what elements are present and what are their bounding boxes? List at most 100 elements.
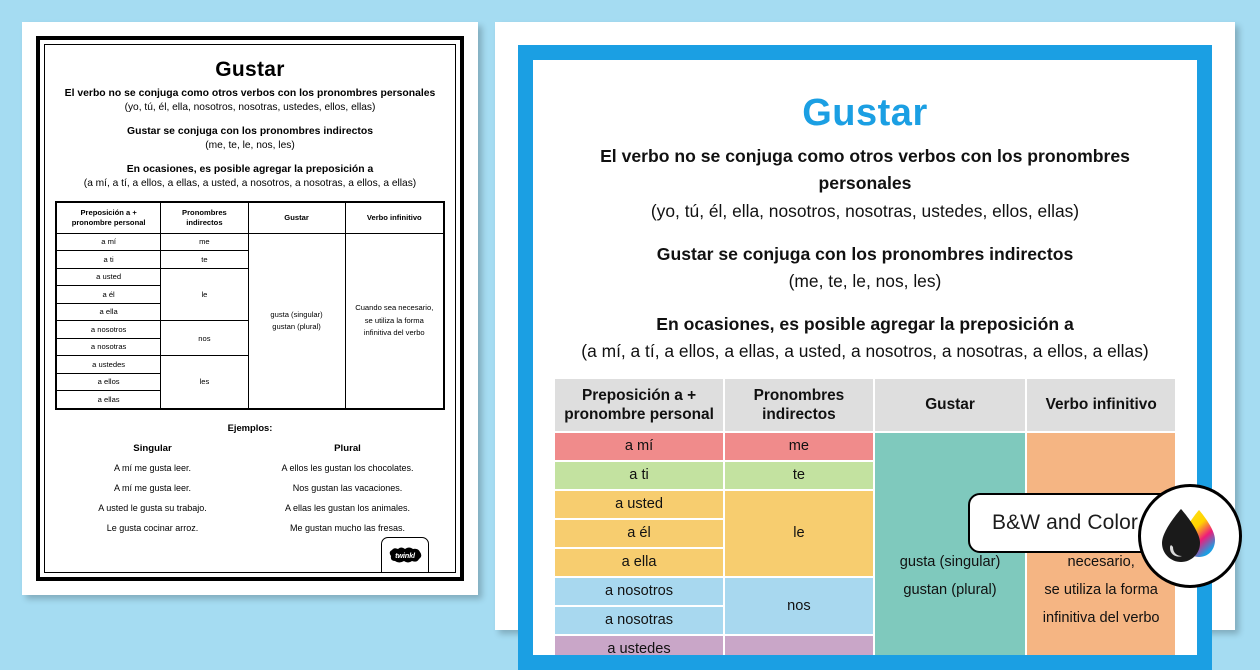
gustar-line-1: gusta (singular) <box>899 554 1001 571</box>
prep-cell: a él <box>555 519 724 547</box>
intro-line-2: (yo, tú, él, ella, nosotros, nosotras, u… <box>650 200 1080 221</box>
bw-singular-example: A mí me gusta leer. <box>113 462 192 473</box>
pron-cell: te <box>725 461 873 489</box>
bw-verbo-line-1: Cuando sea necesario, <box>355 303 434 313</box>
bw-header-gustar: Gustar <box>247 201 346 234</box>
bw-verbo-cell: Cuando sea necesario, se utiliza la form… <box>344 232 445 410</box>
intro-line-6: (a mí, a tí, a ellos, a ellas, a usted, … <box>581 341 1149 361</box>
header-pronombres: Pronombres indirectos <box>725 378 873 431</box>
bw-outer-border: Gustar El verbo no se conjuga como otros… <box>36 36 464 581</box>
prep-cell: a ti <box>555 461 724 489</box>
ink-drop-icon <box>1138 484 1242 588</box>
bw-singular-heading: Singular <box>133 442 172 454</box>
pron-cell: me <box>725 432 873 460</box>
color-content-area: Gustar El verbo no se conjuga como otros… <box>533 60 1197 670</box>
table-row: a nosotros nos <box>55 320 444 357</box>
bw-conjugation-table: Preposición a + pronombre personal Prono… <box>55 200 445 410</box>
bw-header-preposicion: Preposición a + pronombre personal <box>55 201 162 234</box>
table-row: a usted le <box>55 267 444 322</box>
table-row: a nosotros nos <box>555 577 1175 634</box>
conjugation-table: Preposición a + pronombre personal Prono… <box>553 377 1177 670</box>
table-row: a ti te <box>555 461 1175 489</box>
bw-prep-cell: a usted <box>55 267 162 287</box>
bw-inner-border: Gustar El verbo no se conjuga como otros… <box>44 44 456 573</box>
bw-page-title: Gustar <box>215 58 285 81</box>
bw-gustar-line-1: gusta (singular) <box>270 310 323 320</box>
bw-header-preposicion-l2: pronombre personal <box>71 217 146 227</box>
table-row: a nosotras <box>555 606 1175 634</box>
prep-cell: a ustedes <box>555 635 724 655</box>
bw-header-pronombres-l2: indirectos <box>186 217 223 227</box>
bw-prep-cell: a nosotras <box>55 337 162 357</box>
header-preposicion-l2: pronombre personal <box>564 405 714 423</box>
bw-verbo-line-2: se utiliza la forma <box>364 315 424 325</box>
verbo-line-2: se utiliza la forma <box>1044 581 1158 598</box>
spacer-1 <box>553 225 1177 241</box>
bw-prep-cell: a mí <box>55 232 162 252</box>
intro-line-1: El verbo no se conjuga como otros verbos… <box>600 146 1130 194</box>
bw-plural-example: Me gustan mucho las fresas. <box>289 522 406 533</box>
color-worksheet-sheet[interactable]: Gustar El verbo no se conjuga como otros… <box>495 22 1235 670</box>
twinkl-logo-badge: twinkl <box>381 537 429 572</box>
bw-plural-example: A ellos les gustan los chocolates. <box>281 462 414 473</box>
bw-singular-example: Le gusta cocinar arroz. <box>106 522 199 533</box>
header-pronombres-l1: Pronombres <box>753 386 845 404</box>
bw-prep-cell: a ellas <box>55 390 162 410</box>
bw-intro-line-1: El verbo no se conjuga como otros verbos… <box>64 88 436 99</box>
bw-verbo-line-3: infinitiva del verbo <box>363 327 425 337</box>
bw-prep-cell: a nosotros <box>55 320 162 339</box>
table-header-row: Preposición a + pronombre personal Prono… <box>555 378 1175 431</box>
twinkl-logo-icon: twinkl <box>387 547 423 564</box>
bw-header-preposicion-l1: Preposición a + <box>80 208 137 218</box>
prep-cell: a ellos <box>555 665 723 670</box>
bw-header-pronombres-l1: Pronombres <box>182 208 227 218</box>
bw-intro-line-5: En ocasiones, es posible agregar la prep… <box>126 163 374 175</box>
twinkl-blob-shape <box>389 547 422 562</box>
bw-intro-line-4: (me, te, le, nos, les) <box>205 139 295 151</box>
bw-singular-example: A mí me gusta leer. <box>113 482 192 493</box>
bw-pron-cell: te <box>160 250 249 269</box>
pron-cell: les <box>725 635 873 655</box>
spacer-2 <box>553 295 1177 311</box>
bw-examples-heading: Ejemplos: <box>227 421 273 433</box>
table-row: a mí me gusta (singular) gustan (plural)… <box>55 232 445 410</box>
bw-intro-line-6: (a mí, a tí, a ellos, a ellas, a usted, … <box>83 177 417 189</box>
bw-pron-cell: le <box>160 267 249 322</box>
bw-prep-cell: a ellos <box>55 372 162 392</box>
pron-cell: le <box>725 490 873 576</box>
bw-examples-wrapper: Singular A mí me gusta leer. A mí me gus… <box>55 443 445 543</box>
bw-pron-cell: me <box>160 232 249 252</box>
intro-line-3: Gustar se conjuga con los pronombres ind… <box>656 243 1074 264</box>
table-row: a usted le <box>555 490 1175 576</box>
bw-and-color-label: B&W and Color <box>992 511 1139 534</box>
bw-intro-line-3: Gustar se conjuga con los pronombres ind… <box>127 125 373 137</box>
page-title: Gustar <box>802 92 928 134</box>
bw-plural-example: A ellas les gustan los animales. <box>284 502 411 513</box>
header-verbo: Verbo infinitivo <box>1027 378 1175 431</box>
prep-cell: a nosotros <box>555 577 724 605</box>
table-row: a ti te <box>55 250 444 269</box>
bw-header-pronombres: Pronombres indirectos <box>160 201 249 234</box>
bw-plural-heading: Plural <box>334 442 361 454</box>
bw-examples-plural-column: Plural A ellos les gustan los chocolates… <box>250 443 445 543</box>
pron-cell: nos <box>725 577 873 634</box>
header-preposicion-l1: Preposición a + <box>581 386 697 404</box>
verbo-line-3: infinitiva del verbo <box>1042 609 1160 626</box>
bw-prep-cell: a ella <box>55 302 162 322</box>
bw-table-header-row: Preposición a + pronombre personal Prono… <box>55 201 445 234</box>
bw-worksheet-sheet[interactable]: Gustar El verbo no se conjuga como otros… <box>22 22 478 595</box>
table-row: a mí me gusta (singular) gustan (plural)… <box>555 432 1175 655</box>
bw-pron-cell: nos <box>160 320 249 357</box>
bw-prep-cell: a él <box>55 285 162 304</box>
color-blue-frame: Gustar El verbo no se conjuga como otros… <box>518 45 1212 670</box>
table-row: a ustedes les <box>55 355 444 410</box>
bw-examples-singular-column: Singular A mí me gusta leer. A mí me gus… <box>55 443 250 543</box>
header-gustar: Gustar <box>874 378 1026 431</box>
prep-cell: a nosotras <box>555 606 724 634</box>
intro-line-5: En ocasiones, es posible agregar la prep… <box>656 313 1074 334</box>
twinkl-logo-text: twinkl <box>395 550 415 560</box>
prep-cell: a mí <box>555 432 724 460</box>
bw-header-verbo: Verbo infinitivo <box>344 201 445 234</box>
header-pronombres-l2: indirectos <box>762 405 836 423</box>
intro-line-4: (me, te, le, nos, les) <box>788 270 942 291</box>
